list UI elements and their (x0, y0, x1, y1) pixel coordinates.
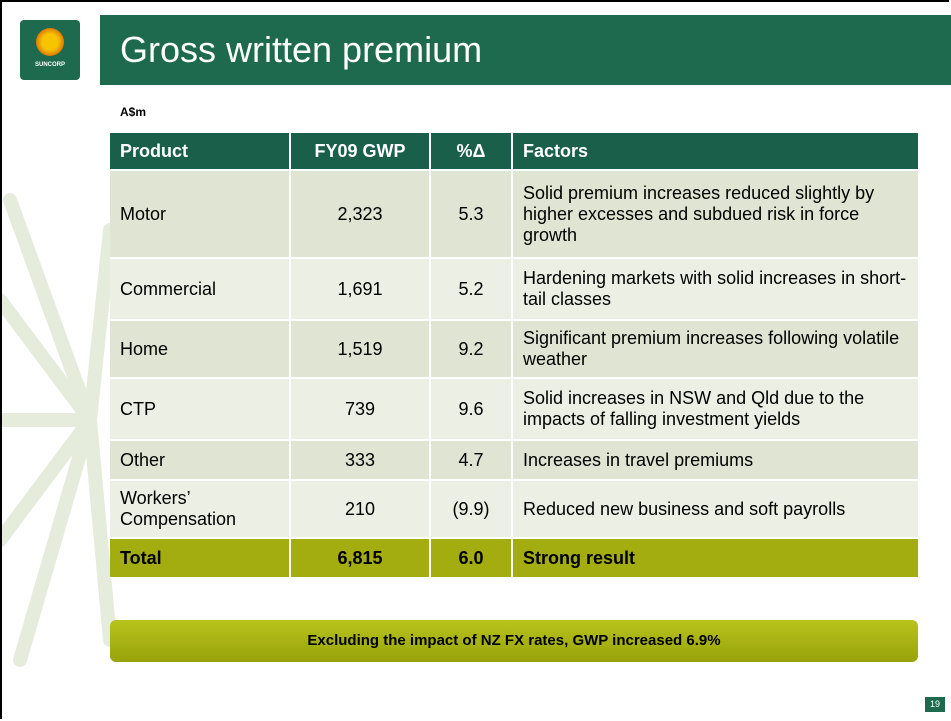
page-number: 19 (925, 697, 945, 712)
column-header: FY09 GWP (290, 133, 430, 170)
title-bar: Gross written premium (100, 15, 951, 85)
table-cell: 9.6 (430, 378, 512, 440)
logo-icon (36, 28, 64, 56)
logo-text: SUNCORP (20, 62, 80, 68)
table-cell: Commercial (110, 258, 290, 320)
table-cell: 5.2 (430, 258, 512, 320)
table-cell: Solid premium increases reduced slightly… (512, 170, 918, 258)
logo: SUNCORP (20, 20, 80, 80)
table-cell: Total (110, 538, 290, 578)
table-cell: Significant premium increases following … (512, 320, 918, 378)
table-cell: 9.2 (430, 320, 512, 378)
title: Gross written premium (120, 29, 482, 71)
table-cell: Workers’ Compensation (110, 480, 290, 538)
table-cell: 5.3 (430, 170, 512, 258)
table-cell: (9.9) (430, 480, 512, 538)
table-cell: Increases in travel premiums (512, 440, 918, 480)
banner: Excluding the impact of NZ FX rates, GWP… (110, 620, 918, 662)
table-cell: 1,691 (290, 258, 430, 320)
table-cell: Reduced new business and soft payrolls (512, 480, 918, 538)
unit-label: A$m (120, 105, 146, 119)
table-cell: Other (110, 440, 290, 480)
table-cell: 739 (290, 378, 430, 440)
column-header: Product (110, 133, 290, 170)
slide: SUNCORP Gross written premium A$m Produc… (0, 0, 951, 721)
table-cell: 2,323 (290, 170, 430, 258)
table-cell: 333 (290, 440, 430, 480)
table-cell: 210 (290, 480, 430, 538)
column-header: Factors (512, 133, 918, 170)
table-cell: Motor (110, 170, 290, 258)
column-header: %Δ (430, 133, 512, 170)
table-cell: CTP (110, 378, 290, 440)
table-cell: 6,815 (290, 538, 430, 578)
table-cell: 6.0 (430, 538, 512, 578)
table-cell: Home (110, 320, 290, 378)
table-cell: 4.7 (430, 440, 512, 480)
table-cell: Hardening markets with solid increases i… (512, 258, 918, 320)
table-cell: 1,519 (290, 320, 430, 378)
table-cell: Solid increases in NSW and Qld due to th… (512, 378, 918, 440)
table-cell: Strong result (512, 538, 918, 578)
